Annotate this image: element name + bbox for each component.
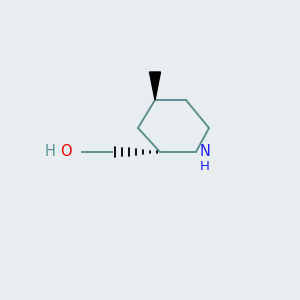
Text: N: N: [200, 143, 211, 158]
Text: O: O: [60, 145, 72, 160]
Text: H: H: [45, 145, 56, 160]
Polygon shape: [149, 72, 161, 100]
Text: H: H: [200, 160, 210, 172]
